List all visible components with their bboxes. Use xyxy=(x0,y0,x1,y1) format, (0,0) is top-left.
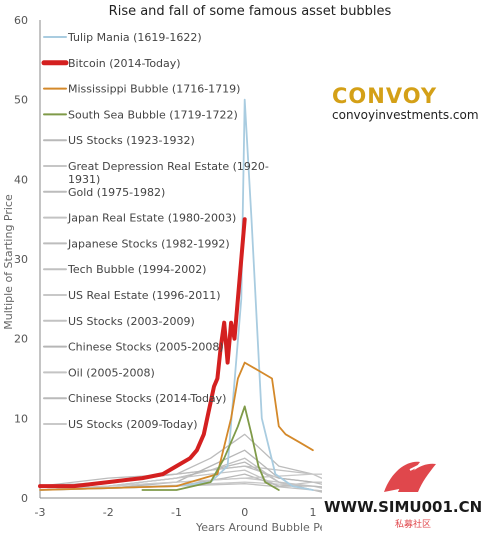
series-line-bitcoin-2014-today xyxy=(38,217,247,489)
watermark-logo-icon xyxy=(384,459,436,492)
x-tick-label: -2 xyxy=(103,506,114,519)
chart-title: Rise and fall of some famous asset bubbl… xyxy=(109,4,392,19)
watermark-caption: 私募社区 xyxy=(395,518,431,530)
x-tick-labels: -3 -2 -1 0 1 xyxy=(35,506,317,519)
series-line-us-stocks-2009-today xyxy=(39,473,331,491)
y-tick-label: 40 xyxy=(14,173,28,186)
series-line-mississippi-bubble-1716-1719 xyxy=(39,361,314,491)
legend-entry: US Stocks (2003-2009) xyxy=(68,315,195,328)
y-tick-label: 0 xyxy=(21,492,28,505)
legend-entry: Chinese Stocks (2014-Today) xyxy=(68,392,226,405)
legend-entry: Chinese Stocks (2005-2008) xyxy=(68,341,224,354)
legend-entry: Japanese Stocks (1982-1992) xyxy=(67,237,230,250)
series-group-foreground xyxy=(38,98,314,491)
y-axis-label: Multiple of Starting Price xyxy=(2,194,15,330)
convoy-brand: CONVOY convoyinvestments.com xyxy=(332,84,479,122)
brand-url: convoyinvestments.com xyxy=(332,108,479,122)
legend-entry: South Sea Bubble (1719-1722) xyxy=(68,108,238,121)
y-tick-label: 50 xyxy=(14,94,28,107)
x-tick-label: -1 xyxy=(171,506,182,519)
x-tick-label: 0 xyxy=(241,506,248,519)
legend-entry: US Stocks (1923-1932) xyxy=(68,134,195,147)
y-tick-label: 60 xyxy=(14,14,28,27)
x-tick-label: 1 xyxy=(309,506,316,519)
axes xyxy=(39,20,330,499)
legend-entry: US Real Estate (1996-2011) xyxy=(68,289,221,302)
series-line-south-sea-bubble-1719-1722 xyxy=(141,405,280,491)
x-axis-label: Years Around Bubble Pe... xyxy=(195,521,337,534)
series-line-gold-1975-1982 xyxy=(39,433,331,487)
watermark-site: WWW.SIMU001.CN xyxy=(324,498,482,516)
legend-entry: US Stocks (2009-Today) xyxy=(68,418,198,431)
legend-entry: Bitcoin (2014-Today) xyxy=(68,57,181,70)
y-tick-label: 20 xyxy=(14,333,28,346)
legend-entry: Gold (1975-1982) xyxy=(68,186,165,199)
y-tick-labels: 0 10 20 30 40 50 60 xyxy=(14,14,28,505)
legend-entry: Oil (2005-2008) xyxy=(68,366,155,379)
legend-entry: Great Depression Real Estate (1920-1931) xyxy=(68,160,269,186)
legend: Tulip Mania (1619-1622) Bitcoin (2014-Tod… xyxy=(41,31,269,431)
series-line-tulip-mania-1619-1622 xyxy=(39,98,314,491)
y-tick-label: 10 xyxy=(14,412,28,425)
y-tick-label: 30 xyxy=(14,253,28,266)
x-tick-label: -3 xyxy=(35,506,46,519)
legend-entry: Mississippi Bubble (1716-1719) xyxy=(68,83,240,96)
legend-entry: Tech Bubble (1994-2002) xyxy=(67,263,206,276)
brand-name: CONVOY xyxy=(332,84,437,108)
legend-entry: Japan Real Estate (1980-2003) xyxy=(67,212,236,225)
legend-entry: Tulip Mania (1619-1622) xyxy=(67,31,202,44)
watermark: WWW.SIMU001.CN 私募社区 xyxy=(322,452,500,536)
